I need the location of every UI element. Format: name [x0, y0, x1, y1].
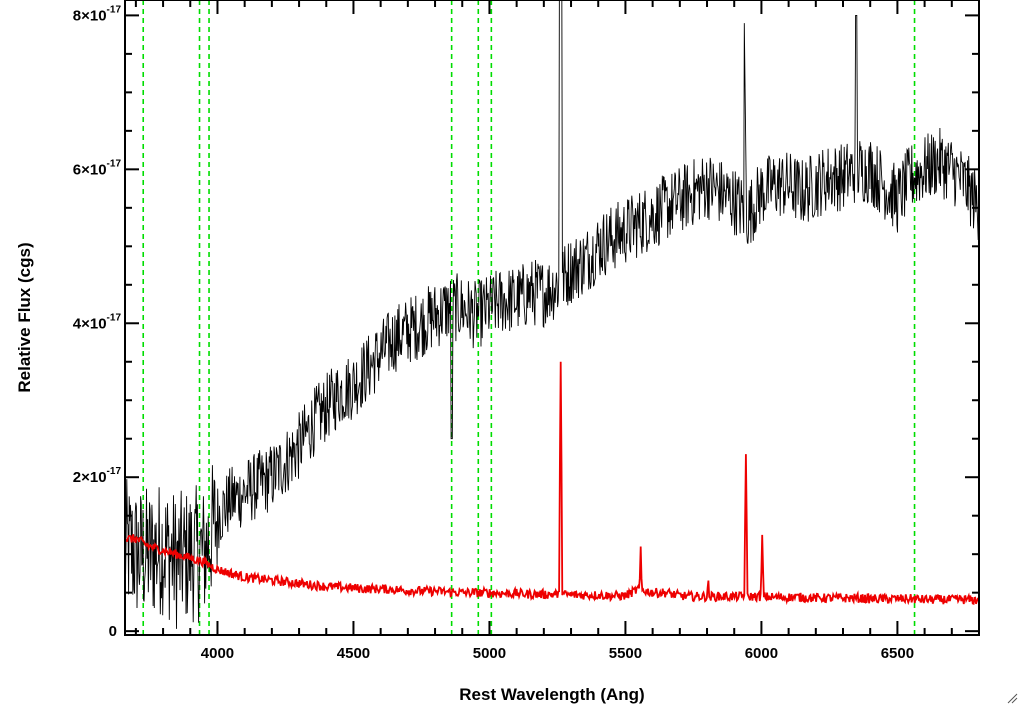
- x-tick-label: 5500: [609, 645, 642, 662]
- y-tick-label: 4×10-17: [73, 312, 122, 332]
- x-tick-label: 6000: [745, 645, 778, 662]
- x-tick-label: 4000: [201, 645, 234, 662]
- y-tick-label: 2×10-17: [73, 466, 122, 486]
- spectrum-red-line: [125, 361, 979, 606]
- x-tick-label: 6500: [881, 645, 914, 662]
- axis-ticks: [125, 0, 980, 635]
- x-tick-label: 4500: [337, 645, 370, 662]
- y-axis-title: Relative Flux (cgs): [15, 242, 34, 392]
- y-tick-label: 8×10-17: [73, 4, 122, 24]
- line-markers: [142, 0, 916, 635]
- x-axis-title: Rest Wavelength (Ang): [459, 685, 644, 704]
- resize-grip-icon[interactable]: [1006, 692, 1018, 704]
- y-tick-label: 0: [109, 623, 117, 640]
- tick-labels: 4000 4500 5000 5500 6000 6500 0 2×10-17 4×10-17 6…: [73, 4, 914, 662]
- plot-frame: [124, 0, 980, 636]
- y-tick-label: 6×10-17: [73, 158, 122, 178]
- spectrum-black-line: [125, 0, 979, 629]
- x-tick-label: 5000: [473, 645, 506, 662]
- series-layer: [125, 0, 979, 629]
